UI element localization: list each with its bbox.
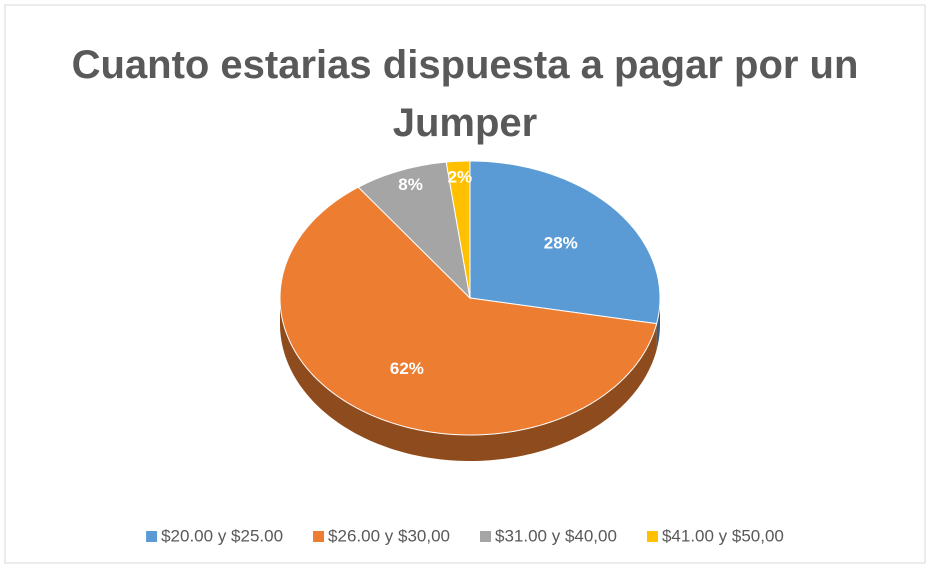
legend-label: $26.00 y $30,00 [328, 526, 450, 545]
legend-label: $41.00 y $50,00 [662, 526, 784, 545]
legend-marker [646, 531, 658, 542]
data-label: 28% [544, 233, 578, 252]
pie-slice [279, 186, 658, 436]
pie-slice [445, 160, 471, 299]
data-label: 62% [390, 359, 424, 378]
legend-marker [146, 531, 158, 542]
legend-label: $31.00 y $40,00 [495, 526, 617, 545]
legend-marker [313, 531, 325, 542]
data-label: 2% [448, 167, 473, 186]
data-label: 8% [398, 175, 423, 194]
legend-marker [480, 531, 491, 542]
chart-title: Cuanto estarias dispuesta a pagar por un… [71, 43, 859, 145]
pie-side [280, 298, 657, 461]
pie-side-shade [280, 298, 657, 461]
legend-label: $20.00 y $25.00 [161, 526, 283, 545]
pie-slice [469, 160, 661, 325]
pie-slice [357, 161, 471, 300]
